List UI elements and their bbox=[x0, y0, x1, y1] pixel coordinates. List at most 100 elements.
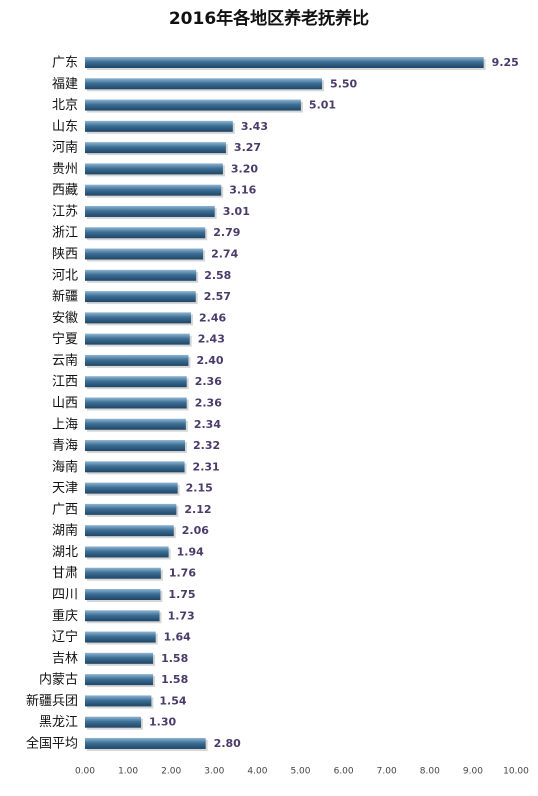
bar bbox=[85, 57, 484, 68]
y-tick-label: 河南 bbox=[52, 140, 78, 156]
bar bbox=[85, 610, 160, 622]
value-label: 2.57 bbox=[204, 290, 231, 303]
x-tick-label: 9.00 bbox=[463, 767, 483, 777]
value-label: 2.58 bbox=[204, 269, 231, 282]
value-label: 2.31 bbox=[193, 460, 220, 473]
x-tick-label: 0.00 bbox=[75, 767, 95, 777]
y-tick-label: 江苏 bbox=[52, 203, 78, 219]
bar bbox=[85, 737, 206, 749]
value-label: 1.76 bbox=[169, 567, 196, 580]
value-label: 2.43 bbox=[198, 333, 225, 346]
value-label: 2.80 bbox=[214, 737, 241, 750]
bar bbox=[85, 567, 161, 579]
y-tick-label: 安徽 bbox=[52, 311, 78, 326]
bar bbox=[85, 227, 206, 239]
value-label: 1.75 bbox=[168, 588, 195, 601]
y-tick-label: 新疆 bbox=[52, 289, 78, 305]
value-label: 1.58 bbox=[161, 652, 188, 665]
bar bbox=[85, 461, 185, 473]
bar bbox=[85, 482, 178, 494]
bar bbox=[85, 333, 190, 345]
value-label: 3.16 bbox=[229, 184, 256, 197]
x-tick-label: 6.00 bbox=[334, 767, 354, 777]
bar bbox=[85, 248, 204, 260]
bar bbox=[85, 269, 197, 281]
bar bbox=[85, 120, 233, 132]
bar bbox=[85, 589, 161, 600]
x-tick-label: 2.00 bbox=[161, 767, 181, 777]
y-tick-label: 北京 bbox=[52, 98, 78, 113]
y-tick-label: 黑龙江 bbox=[39, 715, 78, 730]
bar bbox=[85, 652, 154, 664]
value-label: 1.58 bbox=[161, 673, 188, 686]
bar bbox=[85, 78, 323, 90]
y-tick-label: 江西 bbox=[52, 375, 78, 390]
x-tick-label: 1.00 bbox=[118, 767, 138, 777]
value-label: 3.27 bbox=[234, 141, 261, 154]
bar bbox=[85, 397, 187, 409]
x-tick-label: 10.00 bbox=[503, 767, 529, 777]
value-label: 2.40 bbox=[196, 354, 223, 367]
value-label: 3.43 bbox=[241, 120, 268, 133]
value-label: 9.25 bbox=[492, 56, 519, 69]
y-tick-label: 广西 bbox=[52, 502, 78, 517]
y-tick-label: 辽宁 bbox=[52, 629, 78, 645]
y-tick-label: 上海 bbox=[52, 417, 78, 432]
x-tick-label: 4.00 bbox=[247, 767, 267, 777]
value-label: 2.06 bbox=[182, 524, 209, 537]
bar bbox=[85, 99, 301, 111]
y-tick-label: 天津 bbox=[52, 481, 78, 496]
y-tick-label: 甘肃 bbox=[52, 566, 78, 581]
value-label: 3.20 bbox=[231, 162, 258, 175]
bar bbox=[85, 291, 196, 303]
bar bbox=[85, 716, 142, 728]
y-tick-label: 海南 bbox=[52, 459, 78, 475]
y-tick-label: 福建 bbox=[52, 77, 78, 92]
bar bbox=[85, 354, 189, 366]
bar bbox=[85, 312, 192, 324]
y-tick-label: 重庆 bbox=[52, 608, 78, 624]
y-tick-label: 云南 bbox=[52, 352, 78, 368]
value-label: 1.64 bbox=[164, 631, 191, 644]
bar bbox=[85, 184, 222, 196]
value-label: 5.50 bbox=[330, 77, 357, 90]
bar bbox=[85, 525, 174, 537]
bar bbox=[85, 440, 185, 452]
value-label: 1.73 bbox=[168, 609, 195, 622]
value-label: 1.30 bbox=[149, 716, 176, 729]
x-tick-label: 7.00 bbox=[377, 767, 397, 777]
y-tick-label: 宁夏 bbox=[52, 331, 78, 347]
y-tick-label: 山西 bbox=[52, 396, 78, 411]
bar bbox=[85, 503, 177, 515]
value-label: 2.46 bbox=[199, 311, 226, 324]
y-tick-label: 陕西 bbox=[52, 247, 78, 262]
y-tick-label: 湖北 bbox=[52, 545, 78, 560]
y-tick-label: 广东 bbox=[52, 56, 78, 71]
bar bbox=[85, 205, 215, 217]
bar bbox=[85, 163, 223, 175]
y-tick-label: 贵州 bbox=[52, 162, 78, 177]
value-label: 2.36 bbox=[195, 396, 222, 409]
value-label: 2.34 bbox=[194, 418, 221, 431]
y-tick-label: 青海 bbox=[52, 439, 78, 454]
y-tick-label: 吉林 bbox=[52, 651, 78, 666]
x-tick-label: 8.00 bbox=[420, 767, 440, 777]
bar bbox=[85, 376, 187, 388]
value-label: 2.36 bbox=[195, 375, 222, 388]
y-tick-label: 四川 bbox=[52, 588, 78, 603]
value-label: 3.01 bbox=[223, 205, 250, 218]
y-tick-label: 山东 bbox=[52, 119, 78, 134]
y-tick-label: 浙江 bbox=[52, 226, 78, 241]
value-label: 2.79 bbox=[213, 226, 240, 239]
bar bbox=[85, 142, 226, 154]
value-label: 2.15 bbox=[186, 482, 213, 495]
y-tick-label: 西藏 bbox=[52, 183, 78, 198]
y-tick-label: 湖南 bbox=[52, 523, 78, 539]
y-tick-label: 全国平均 bbox=[26, 735, 78, 751]
bar bbox=[85, 631, 156, 643]
y-tick-label: 河北 bbox=[52, 268, 78, 283]
bar bbox=[85, 546, 169, 558]
value-label: 1.54 bbox=[159, 694, 186, 707]
value-label: 2.32 bbox=[193, 439, 220, 452]
